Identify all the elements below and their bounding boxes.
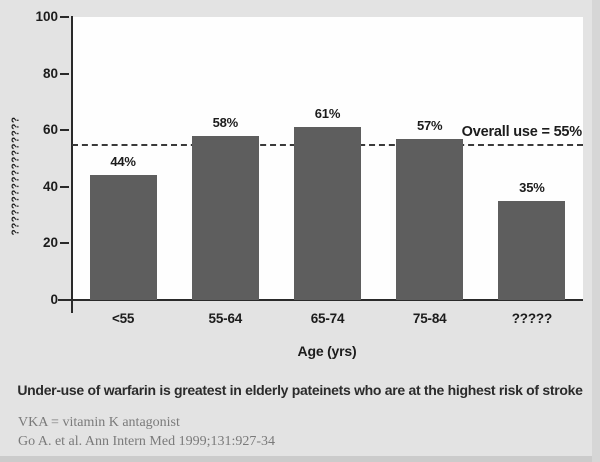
x-tick-label: ?????	[511, 311, 552, 326]
y-axis-line	[71, 16, 73, 313]
y-tick-label: 20	[42, 235, 58, 251]
plot-area: Overall use = 55% 44% 58% 61% 57% 35%	[72, 17, 583, 300]
y-tick-mark	[60, 129, 69, 132]
y-tick-label: 40	[42, 178, 58, 194]
y-tick-mark	[60, 299, 69, 301]
y-tick-label: 100	[35, 9, 58, 24]
x-tick-label: 65-74	[310, 311, 345, 326]
bar-?????	[498, 200, 566, 300]
bar-value-label: 61%	[314, 106, 341, 122]
y-tick-mark	[60, 185, 69, 188]
x-tick-label: <55	[111, 311, 135, 326]
right-edge-shading	[592, 0, 600, 462]
overall-use-label: Overall use = 55%	[461, 124, 583, 141]
y-tick-label: 80	[42, 65, 58, 81]
bar-value-label: 44%	[110, 154, 136, 170]
bar-value-label: 58%	[212, 114, 239, 130]
y-tick-mark	[60, 16, 69, 18]
bar-75-84	[396, 138, 464, 300]
bar-value-label: 57%	[416, 117, 443, 133]
x-axis-label: Age (yrs)	[297, 343, 357, 359]
x-tick-label: 75-84	[412, 311, 447, 326]
bar-65-74	[294, 127, 361, 300]
y-tick-mark	[60, 242, 69, 245]
bar-<55	[89, 175, 157, 300]
bar-value-label: 35%	[519, 179, 545, 195]
footnote-vka: VKA = vitamin K antagonist	[18, 415, 180, 430]
x-axis-line	[58, 299, 583, 301]
bottom-edge-shading	[0, 456, 600, 462]
footnote-citation: Go A. et al. Ann Intern Med 1999;131:927…	[18, 434, 276, 449]
chart-caption: Under-use of warfarin is greatest in eld…	[17, 382, 583, 398]
y-tick-label: 0	[50, 292, 58, 307]
y-tick-mark	[60, 72, 69, 75]
x-tick-label: 55-64	[208, 311, 243, 326]
y-tick-label: 60	[42, 122, 58, 138]
bar-55-64	[191, 135, 259, 300]
